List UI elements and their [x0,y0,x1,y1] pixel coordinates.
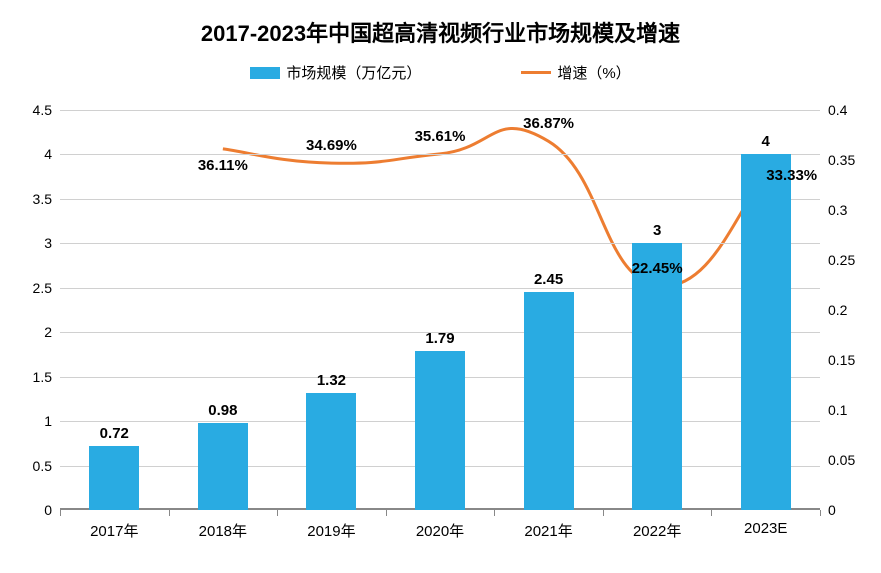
bar: 1.79 [415,351,465,510]
y-left-tick-label: 1 [44,413,60,429]
y-right-tick-label: 0.35 [820,152,855,168]
legend-item-line: 增速（%） [521,62,630,83]
bar-value-label: 0.72 [100,425,129,446]
y-left-tick-label: 0.5 [33,458,60,474]
bar-value-label: 0.98 [208,402,237,423]
y-left-tick-label: 0 [44,502,60,518]
line-value-label: 22.45% [632,260,683,277]
y-right-tick-label: 0.2 [820,302,847,318]
y-right-tick-label: 0.1 [820,402,847,418]
y-right-tick-label: 0.05 [820,452,855,468]
legend-label-line: 增速（%） [557,62,630,83]
grid-line [60,199,820,200]
legend-item-bar: 市场规模（万亿元） [250,62,421,83]
y-right-tick-label: 0.4 [820,102,847,118]
y-right-tick-label: 0.25 [820,252,855,268]
y-left-tick-label: 4 [44,146,60,162]
y-left-tick-label: 3 [44,235,60,251]
y-left-tick-label: 1.5 [33,369,60,385]
line-value-label: 34.69% [306,137,357,154]
x-tick [603,510,604,516]
bar: 3 [632,243,682,510]
grid-line [60,243,820,244]
y-right-tick-label: 0.3 [820,202,847,218]
bar: 1.32 [306,393,356,510]
x-tick-label: 2022年 [633,510,681,541]
legend: 市场规模（万亿元） 增速（%） [0,62,881,83]
x-tick [60,510,61,516]
x-tick [820,510,821,516]
chart-container: 2017-2023年中国超高清视频行业市场规模及增速 市场规模（万亿元） 增速（… [0,0,881,573]
legend-swatch-line [521,71,551,74]
bar: 4 [741,154,791,510]
x-tick [169,510,170,516]
bar-value-label: 1.32 [317,372,346,393]
grid-line [60,288,820,289]
legend-swatch-bar [250,67,280,79]
bar-value-label: 4 [762,133,770,154]
x-tick-label: 2020年 [416,510,464,541]
growth-line [223,128,766,286]
chart-title: 2017-2023年中国超高清视频行业市场规模及增速 [0,16,881,48]
bar: 2.45 [524,292,574,510]
legend-label-bar: 市场规模（万亿元） [286,62,421,83]
x-tick [711,510,712,516]
line-value-label: 33.33% [766,167,817,184]
y-left-tick-label: 2 [44,324,60,340]
x-tick [277,510,278,516]
x-tick-label: 2018年 [199,510,247,541]
plot-area: 00.511.522.533.544.500.050.10.150.20.250… [60,110,820,510]
x-tick [386,510,387,516]
x-tick-label: 2017年 [90,510,138,541]
bar-value-label: 3 [653,222,661,243]
line-value-label: 35.61% [415,128,466,145]
x-tick-label: 2019年 [307,510,355,541]
grid-line [60,110,820,111]
grid-line [60,154,820,155]
line-value-label: 36.87% [523,115,574,132]
y-right-tick-label: 0 [820,502,836,518]
y-left-tick-label: 3.5 [33,191,60,207]
y-left-tick-label: 2.5 [33,280,60,296]
bar: 0.72 [89,446,139,510]
x-tick-label: 2021年 [524,510,572,541]
y-right-tick-label: 0.15 [820,352,855,368]
x-tick [494,510,495,516]
bar: 0.98 [198,423,248,510]
x-tick-label: 2023E [744,510,787,537]
bar-value-label: 2.45 [534,271,563,292]
y-left-tick-label: 4.5 [33,102,60,118]
bar-value-label: 1.79 [425,330,454,351]
line-value-label: 36.11% [198,157,248,174]
